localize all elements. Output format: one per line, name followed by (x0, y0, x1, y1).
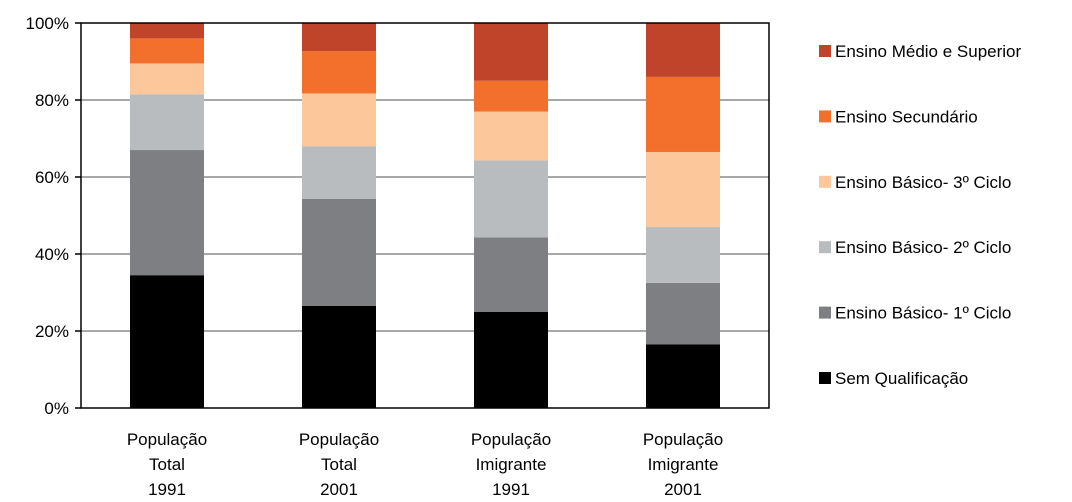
bar-segment-0-0 (130, 275, 204, 408)
y-tick-label: 100% (26, 14, 69, 33)
bar-segment-2-0 (130, 94, 204, 151)
bar-segment-3-1 (302, 93, 376, 147)
legend-swatch (819, 45, 831, 57)
bar-segment-0-1 (302, 305, 376, 408)
legend-label: Ensino Médio e Superior (835, 42, 1022, 61)
legend-swatch (819, 372, 831, 384)
bar-segment-1-1 (302, 198, 376, 306)
legend-label: Ensino Básico- 3º Ciclo (835, 173, 1011, 192)
legend-label: Ensino Básico- 2º Ciclo (835, 238, 1011, 257)
bar-segment-4-3 (646, 76, 720, 152)
legend-label: Sem Qualificação (835, 369, 968, 388)
bar-segment-4-2 (474, 80, 548, 112)
bar-segment-5-0 (130, 23, 204, 39)
x-axis-categories: População Total 1991 População Total 2001 Popu… (127, 430, 723, 499)
bars (130, 23, 720, 408)
bar-segment-5-2 (474, 23, 548, 81)
bar-segment-4-1 (302, 51, 376, 94)
legend-swatch (819, 175, 831, 188)
x-category-label: População Imigrante 2001 (643, 430, 723, 499)
y-tick-label: 60% (35, 168, 69, 187)
legend-swatch (819, 306, 831, 319)
y-axis-ticks: 0% 20% 40% 60% 80% 100% (26, 14, 81, 418)
bar-segment-2-3 (646, 227, 720, 283)
legend-label: Ensino Secundário (835, 107, 978, 126)
bar-segment-3-3 (646, 151, 720, 228)
bar-segment-2-1 (302, 146, 376, 199)
bar-segment-1-3 (646, 282, 720, 345)
y-tick-label: 0% (44, 399, 69, 418)
x-category-label: População Total 1991 (127, 430, 207, 499)
bar-segment-5-1 (302, 23, 376, 52)
y-tick-label: 40% (35, 245, 69, 264)
legend-swatch (819, 110, 831, 123)
bar-segment-0-3 (646, 344, 720, 408)
bar-segment-0-2 (474, 311, 548, 408)
bar-segment-2-2 (474, 160, 548, 238)
y-tick-label: 20% (35, 322, 69, 341)
x-category-label: População Total 2001 (299, 430, 379, 499)
bar-segment-1-2 (474, 237, 548, 312)
bar-segment-1-0 (130, 150, 204, 276)
legend: Ensino Médio e Superior Ensino Secundário… (819, 42, 1022, 388)
bar-segment-4-0 (130, 38, 204, 64)
plot-frame (80, 22, 770, 409)
x-category-label: População Imigrante 1991 (471, 430, 551, 499)
bar-segment-3-2 (474, 111, 548, 161)
bar-segment-3-0 (130, 63, 204, 95)
axes (80, 22, 770, 409)
bar-segment-5-3 (646, 23, 720, 77)
legend-swatch (819, 241, 831, 254)
y-tick-label: 80% (35, 91, 69, 110)
legend-label: Ensino Básico- 1º Ciclo (835, 304, 1011, 323)
